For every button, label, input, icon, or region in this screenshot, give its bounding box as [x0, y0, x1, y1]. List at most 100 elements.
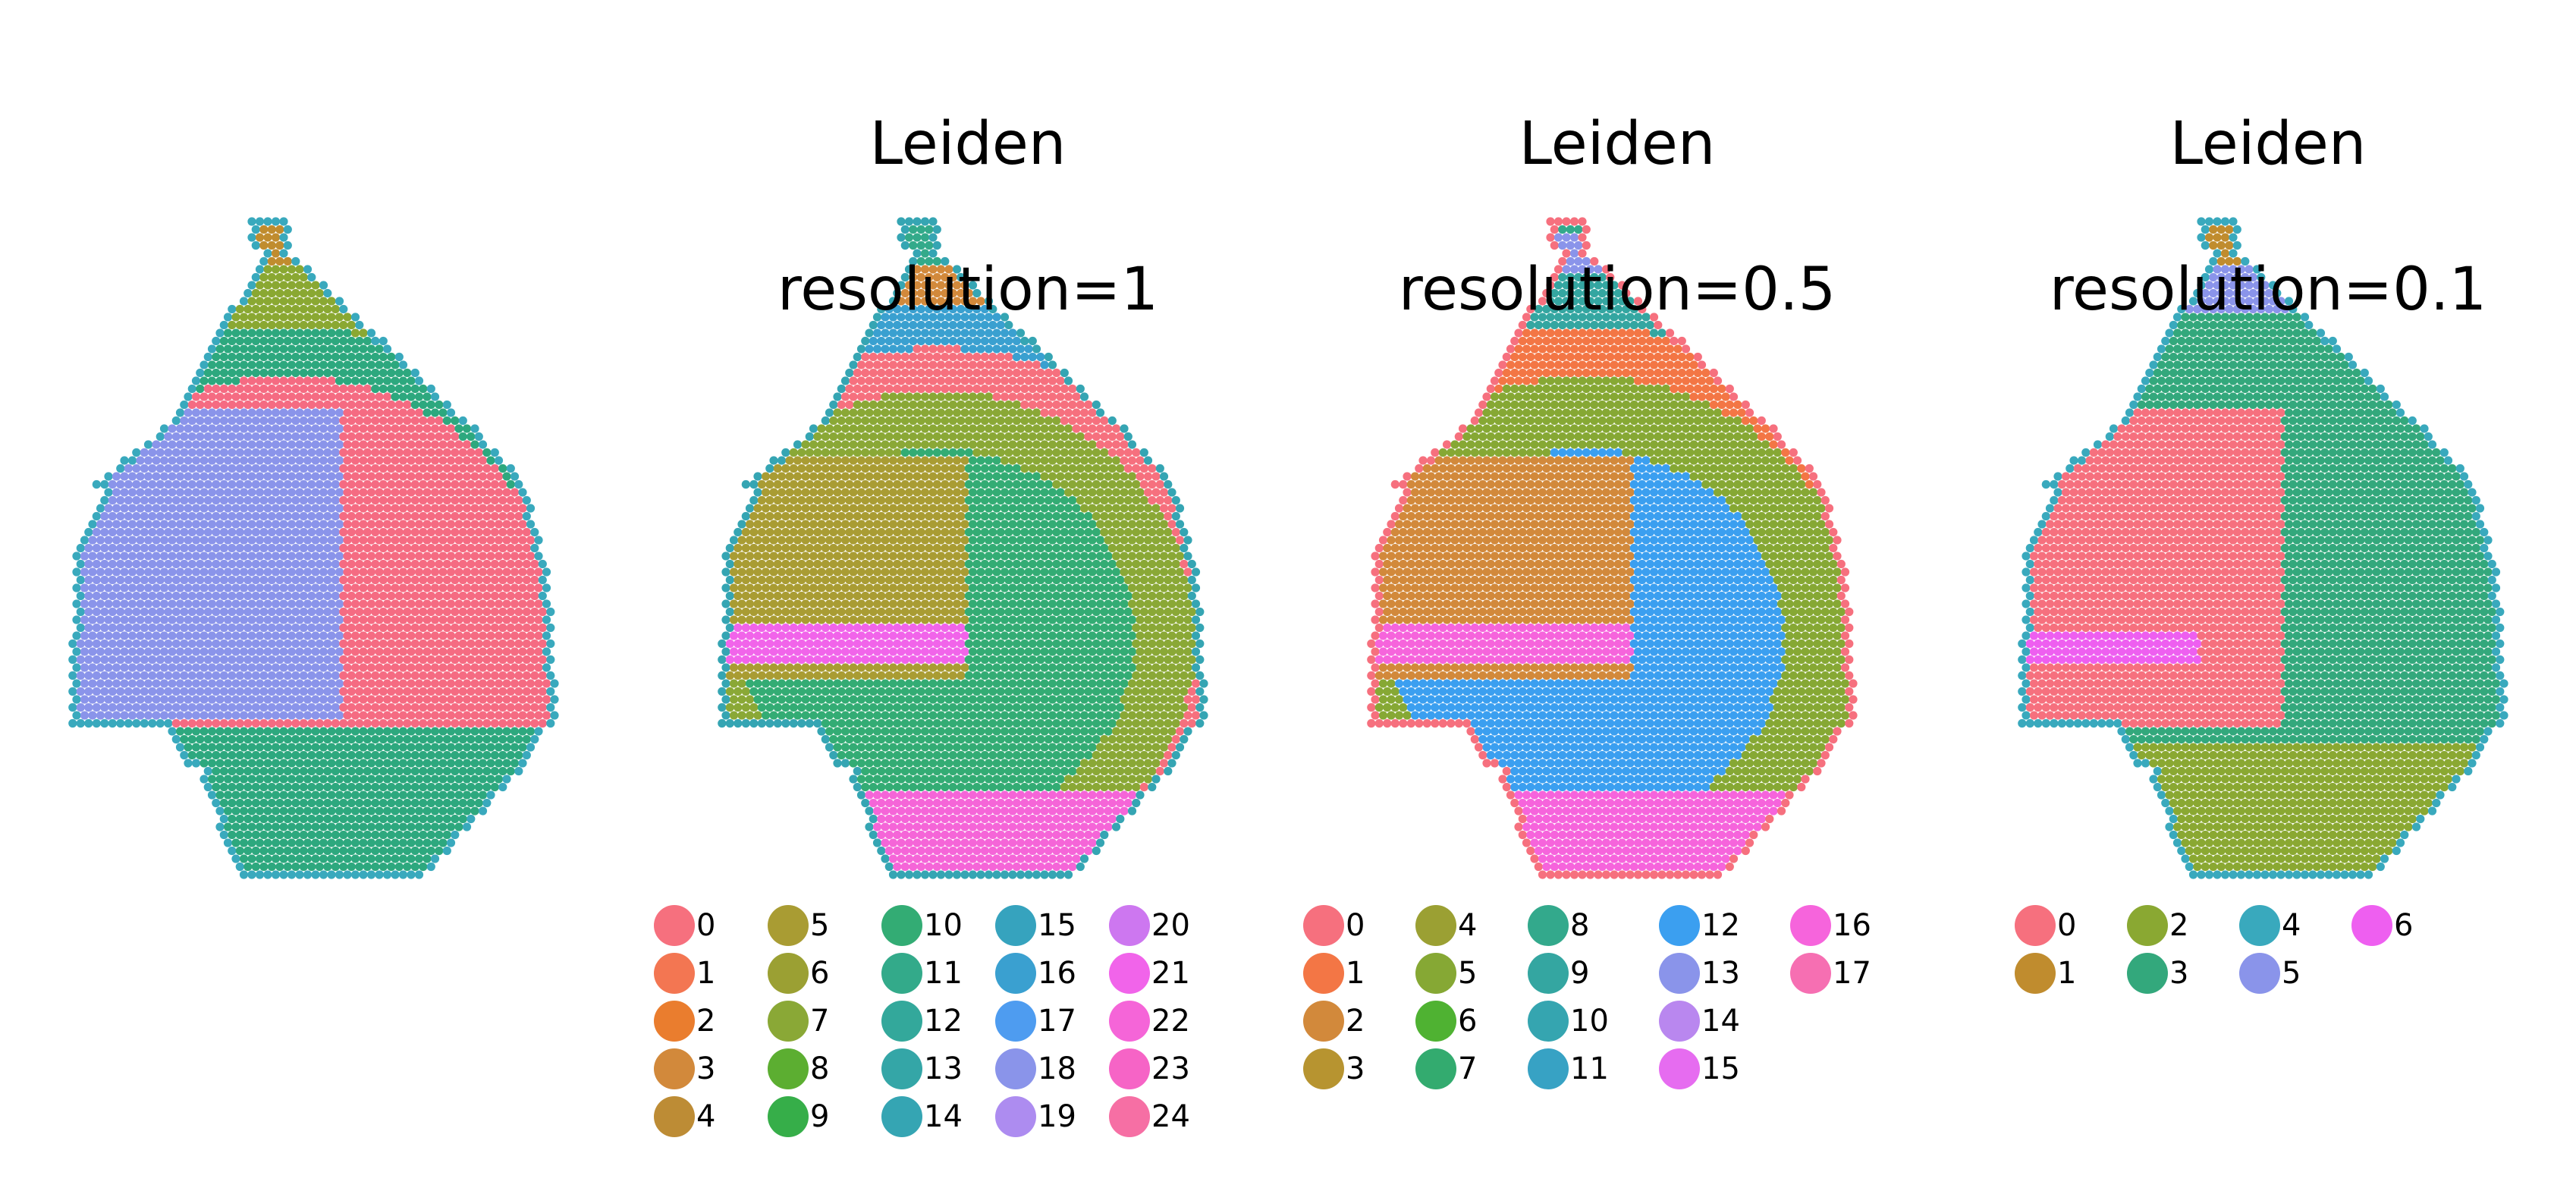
spot	[96, 679, 105, 688]
spot	[263, 217, 272, 226]
spot	[1020, 352, 1029, 362]
spot	[180, 400, 189, 410]
spot	[307, 448, 316, 457]
spot	[279, 392, 288, 401]
spot	[283, 639, 292, 649]
spot	[451, 671, 460, 680]
spot	[319, 647, 328, 656]
spot	[423, 854, 432, 863]
spot	[957, 448, 966, 457]
spot	[478, 663, 488, 672]
spot	[366, 822, 376, 831]
spot	[259, 782, 269, 792]
spot	[247, 615, 256, 624]
spot	[1079, 599, 1089, 608]
spot	[884, 527, 894, 537]
spot	[968, 552, 978, 561]
spot	[84, 559, 93, 569]
spot	[88, 679, 97, 688]
spot	[271, 727, 281, 736]
spot	[1024, 392, 1033, 401]
spot	[391, 536, 400, 545]
spot	[897, 488, 906, 497]
spot	[992, 504, 1001, 513]
spot	[239, 536, 249, 545]
spot	[1004, 368, 1013, 378]
spot	[435, 464, 444, 473]
spot	[148, 718, 157, 728]
spot	[1139, 527, 1148, 537]
spot	[299, 718, 308, 728]
spot	[490, 639, 499, 649]
spot	[510, 679, 520, 688]
spot	[837, 543, 846, 553]
spot	[394, 702, 404, 712]
spot	[410, 591, 419, 601]
spot	[180, 511, 189, 521]
spot	[968, 408, 978, 417]
spot	[255, 360, 265, 369]
spot	[271, 647, 281, 656]
spot	[932, 432, 941, 442]
spot	[407, 599, 416, 608]
spot	[132, 702, 141, 712]
spot	[518, 743, 527, 752]
spot	[944, 424, 953, 433]
spot	[470, 488, 479, 497]
spot	[916, 384, 925, 394]
spot	[1024, 440, 1033, 449]
spot	[223, 647, 233, 656]
spot	[350, 695, 360, 704]
spot	[423, 567, 432, 577]
spot	[1191, 599, 1201, 608]
spot	[366, 790, 376, 800]
spot	[446, 536, 456, 545]
spot	[1159, 599, 1169, 608]
spot	[363, 687, 372, 696]
spot	[769, 472, 778, 481]
spot	[1052, 448, 1061, 457]
spot	[88, 552, 97, 561]
spot	[223, 790, 233, 800]
spot	[877, 559, 886, 569]
spot	[223, 408, 233, 417]
spot	[510, 695, 520, 704]
spot	[283, 304, 292, 314]
spot	[283, 623, 292, 633]
spot	[821, 495, 830, 505]
spot	[467, 814, 476, 824]
spot	[350, 344, 360, 354]
spot	[446, 488, 456, 497]
spot	[315, 464, 324, 473]
spot	[343, 424, 352, 433]
spot	[184, 472, 193, 481]
spot	[442, 448, 451, 457]
spot	[510, 504, 520, 513]
spot	[837, 432, 846, 442]
spot	[259, 718, 269, 728]
spot	[303, 552, 313, 561]
spot	[159, 663, 169, 672]
spot	[454, 504, 463, 513]
spot	[255, 376, 265, 385]
spot	[100, 671, 109, 680]
spot	[235, 511, 244, 521]
spot	[904, 392, 914, 401]
spot	[72, 599, 81, 608]
spot	[191, 647, 201, 656]
spot	[976, 392, 985, 401]
spot	[1104, 552, 1113, 561]
spot	[514, 527, 523, 537]
spot	[263, 775, 272, 784]
spot	[267, 702, 276, 712]
spot	[184, 711, 193, 720]
spot	[124, 718, 133, 728]
spot	[777, 583, 787, 592]
spot	[941, 479, 950, 489]
spot	[920, 472, 930, 481]
spot	[785, 488, 794, 497]
spot	[251, 655, 260, 665]
spot	[1084, 432, 1093, 442]
spot	[1008, 504, 1017, 513]
spot	[394, 607, 404, 617]
